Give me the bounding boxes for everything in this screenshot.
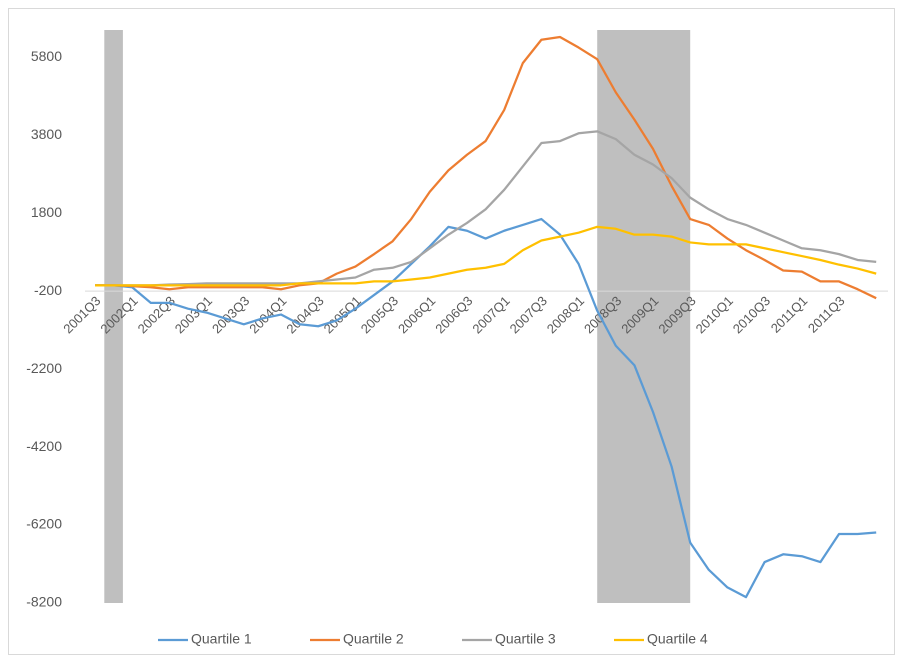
y-tick-label: -8200 — [26, 594, 62, 610]
legend-label: Quartile 4 — [647, 631, 708, 647]
shaded-region — [104, 30, 123, 603]
series-line — [95, 217, 877, 599]
y-tick-label: -4200 — [26, 438, 62, 454]
y-tick-label: 5800 — [31, 48, 62, 64]
y-tick-label: -200 — [34, 282, 62, 298]
y-tick-label: -2200 — [26, 360, 62, 376]
legend-label: Quartile 2 — [343, 631, 404, 647]
y-tick-label: -6200 — [26, 516, 62, 532]
legend-label: Quartile 3 — [495, 631, 556, 647]
series-line — [95, 35, 877, 300]
y-tick-label: 1800 — [31, 204, 62, 220]
chart-border — [8, 8, 895, 655]
series-line — [95, 225, 877, 287]
legend-label: Quartile 1 — [191, 631, 252, 647]
shaded-region — [597, 30, 691, 603]
y-tick-label: 3800 — [31, 126, 62, 142]
series-line — [95, 130, 877, 287]
